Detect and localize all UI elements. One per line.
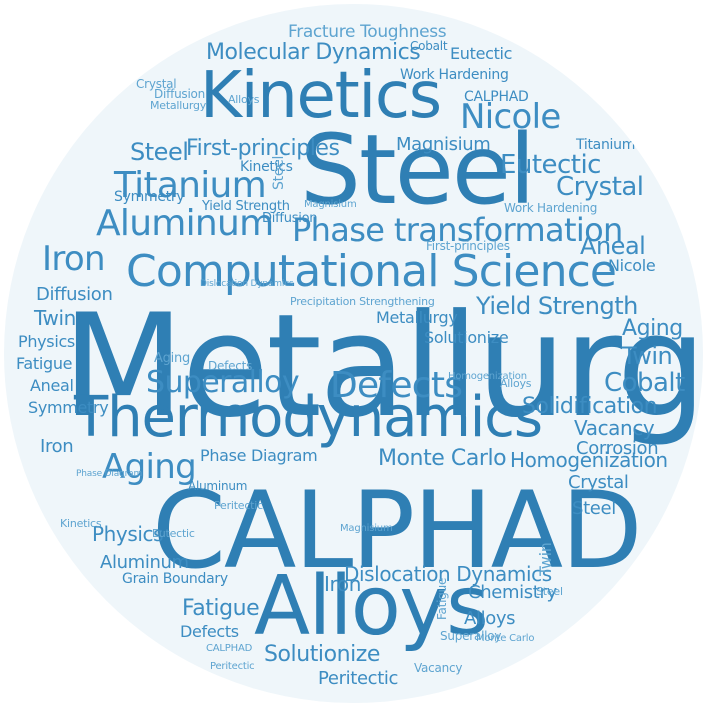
word-monte-carlo-2: Monte Carlo xyxy=(476,633,535,644)
word-aluminum-3: Aluminum xyxy=(188,479,248,493)
word-metallurgy-3: Metallurgy xyxy=(150,99,207,112)
word-peritectic: Peritectic xyxy=(318,668,399,689)
word-thermodynamics: Thermodynamics xyxy=(74,385,543,450)
word-metallurgy: Metallurgy xyxy=(62,284,703,449)
word-solutionize: Solutionize xyxy=(264,642,380,667)
word-phase-transformation: Phase transformation xyxy=(292,211,623,249)
word-titanium: Titanium xyxy=(114,165,267,206)
word-crystal-3: Crystal xyxy=(136,77,177,91)
word-diffusion: Diffusion xyxy=(36,284,113,305)
word-fatigue-2: Fatigue xyxy=(16,354,73,373)
word-aluminum-2: Aluminum xyxy=(100,552,189,573)
word-alloys: Alloys xyxy=(254,559,489,654)
word-eutectic-3: Eutectic xyxy=(152,527,195,540)
word-symmetry: Symmetry xyxy=(28,398,109,417)
word-peritectic-3: Peritectic xyxy=(214,499,263,512)
word-iron-3: Iron xyxy=(40,436,74,457)
word-computational-science: Computational Science xyxy=(126,246,617,297)
word-first-principles: First-principles xyxy=(186,136,340,161)
word-magnisium-3: Magnisium xyxy=(340,523,393,534)
word-vacancy-2: Vacancy xyxy=(414,661,463,675)
word-dislocation-dynamics: Dislocation Dynamics xyxy=(344,562,552,586)
word-defects-2: Defects xyxy=(180,622,239,641)
word-fracture-toughness: Fracture Toughness xyxy=(288,22,447,42)
word-solutionize-2: Solutionize xyxy=(424,328,509,347)
word-diffusion-2: Diffusion xyxy=(262,211,318,226)
word-steel-vertical: Steel xyxy=(271,155,287,190)
word-work-hardening-2: Work Hardening xyxy=(504,201,598,215)
word-precipitation-strengthening: Precipitation Strengthening xyxy=(290,295,435,308)
word-crystal: Crystal xyxy=(556,172,644,202)
word-twin-2: Twin xyxy=(34,306,76,330)
word-twin-vertical: Twin xyxy=(536,542,555,576)
word-work-hardening: Work Hardening xyxy=(400,67,509,83)
word-symmetry-2: Symmetry xyxy=(114,189,185,205)
word-dislocation-dynamics-2: Dislocation Dynamics xyxy=(200,279,294,289)
word-aging: Aging xyxy=(102,447,197,487)
word-kinetics-2: Kinetics xyxy=(240,159,293,175)
word-calphad-2: CALPHAD xyxy=(464,89,529,105)
word-aneal-2: Aneal xyxy=(30,376,74,395)
word-defects-3: Defects xyxy=(208,359,253,373)
word-vacancy: Vacancy xyxy=(574,416,655,440)
word-yield-strength: Yield Strength xyxy=(476,292,638,320)
word-aging-3: Aging xyxy=(154,351,190,366)
word-physics-2: Physics xyxy=(18,332,75,351)
word-molecular-dynamics: Molecular Dynamics xyxy=(206,40,421,65)
word-magnisium-2: Magnisium xyxy=(304,199,357,210)
word-cloud: Metallurgy CALPHAD Steel Alloys Kinetics… xyxy=(4,4,703,703)
word-aluminum: Aluminum xyxy=(96,203,274,244)
word-solidification: Solidification xyxy=(522,394,658,419)
word-iron: Iron xyxy=(42,239,106,279)
word-superalloy-2: Superalloy xyxy=(440,629,502,643)
word-crystal-2: Crystal xyxy=(568,472,629,493)
word-grain-boundary: Grain Boundary xyxy=(122,571,228,587)
word-fatigue-vertical: Fatigue xyxy=(435,577,449,620)
word-calphad: CALPHAD xyxy=(152,469,643,592)
word-phase-diagram: Phase Diagram xyxy=(200,446,318,465)
word-magnisium: Magnisium xyxy=(396,134,491,155)
word-nicole-2: Nicole xyxy=(608,256,656,275)
word-titanium-2: Titanium xyxy=(576,137,636,153)
word-superalloy: Superalloy xyxy=(146,365,300,400)
word-phase-diagram-2: Phase Diagram xyxy=(76,469,143,479)
word-peritectic-2: Peritectic xyxy=(210,661,255,672)
word-physics: Physics xyxy=(92,522,164,546)
word-steel-4: Steel xyxy=(536,585,563,598)
word-steel: Steel xyxy=(300,114,536,226)
word-alloys-3: Alloys xyxy=(228,93,260,106)
word-iron-2: Iron xyxy=(324,572,361,596)
word-metallurgy-2: Metallurgy xyxy=(376,308,458,327)
word-first-principles-2: First-principles xyxy=(426,239,510,253)
word-alloys-2: Alloys xyxy=(464,608,516,629)
word-kinetics: Kinetics xyxy=(200,59,442,133)
word-nicole: Nicole xyxy=(460,97,561,137)
word-cobalt: Cobalt xyxy=(604,368,685,398)
word-fatigue: Fatigue xyxy=(182,596,260,621)
word-eutectic-2: Eutectic xyxy=(450,44,513,63)
word-aneal: Aneal xyxy=(580,232,646,260)
word-corrosion: Corrosion xyxy=(576,438,659,459)
word-monte-carlo: Monte Carlo xyxy=(378,446,507,471)
word-defects: Defects xyxy=(330,365,463,406)
word-cobalt-2: Cobalt xyxy=(410,39,448,53)
word-steel-2: Steel xyxy=(130,138,189,166)
word-alloys-4: Alloys xyxy=(500,377,532,390)
word-homogenization: Homogenization xyxy=(510,448,668,472)
word-chemistry: Chemistry xyxy=(468,582,557,603)
word-aging-2: Aging xyxy=(622,316,683,341)
word-eutectic: Eutectic xyxy=(500,150,601,180)
word-diffusion-3: Diffusion xyxy=(154,87,206,101)
word-calphad-3: CALPHAD xyxy=(206,643,253,654)
word-homogenization-2: Homogenization xyxy=(448,371,527,382)
word-yield-strength-2: Yield Strength xyxy=(202,199,290,214)
word-kinetics-3: Kinetics xyxy=(60,517,102,530)
word-steel-3: Steel xyxy=(572,498,616,519)
word-twin: Twin xyxy=(622,342,673,370)
